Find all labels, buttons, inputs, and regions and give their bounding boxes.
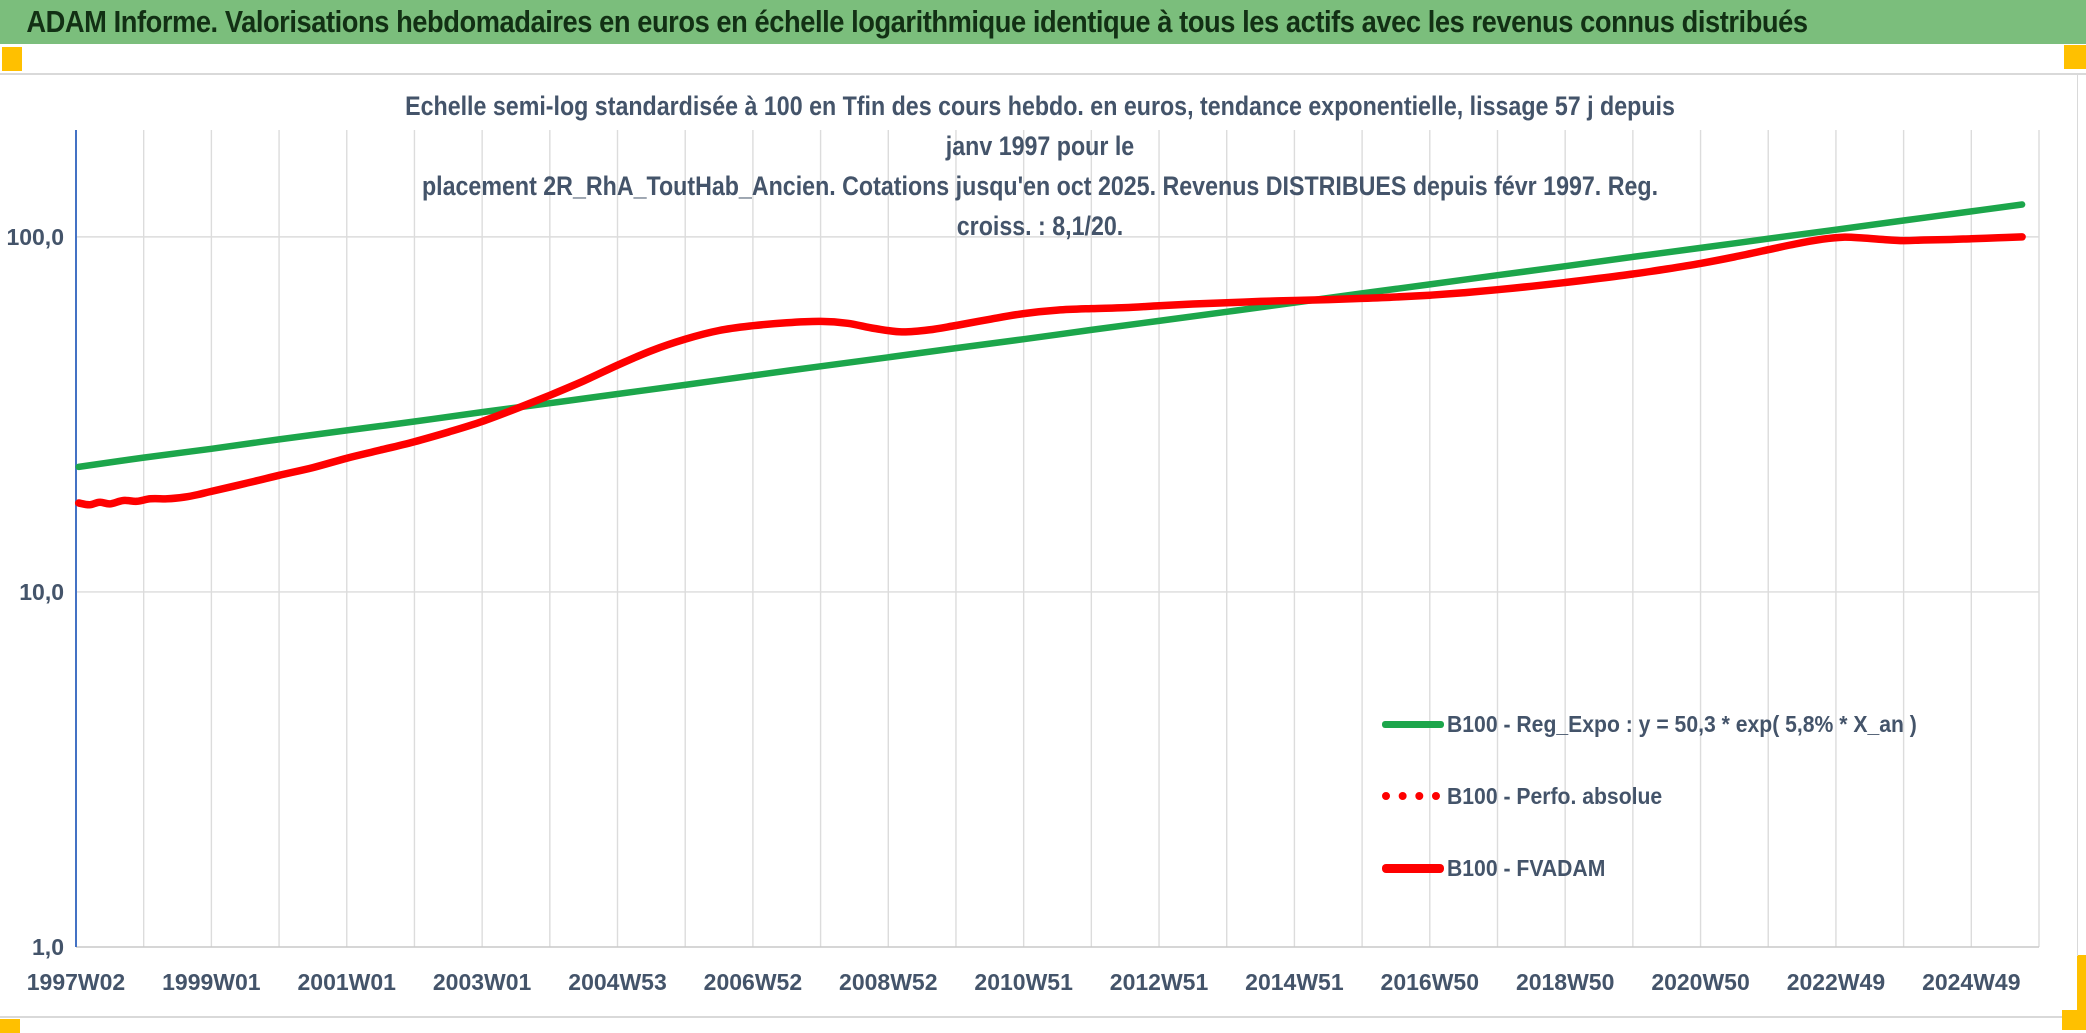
- chart-title-line1: Echelle semi-log standardisée à 100 en T…: [405, 91, 1675, 161]
- x-axis-tick-label: 2014W51: [1245, 969, 1344, 995]
- chart-title-line2: placement 2R_RhA_ToutHab_Ancien. Cotatio…: [421, 171, 1659, 241]
- x-axis-tick-label: 2020W50: [1651, 969, 1749, 995]
- right-edge-line: [2077, 74, 2078, 956]
- chart-title: Echelle semi-log standardisée à 100 en T…: [404, 86, 1677, 246]
- green-line-swatch-icon: [1382, 720, 1444, 728]
- divider-bottom: [0, 1016, 2086, 1018]
- gold-accent-top-right: [2064, 45, 2086, 69]
- y-axis-tick-label: 100,0: [6, 224, 64, 250]
- gold-accent-right-strip: [2077, 955, 2086, 1017]
- legend-label: B100 - Perfo. absolue: [1447, 782, 1663, 809]
- legend-label: B100 - Reg_Expo : y = 50,3 * exp( 5,8% *…: [1447, 710, 1917, 737]
- red-dotted-swatch-icon: [1382, 792, 1440, 800]
- x-axis-tick-label: 2006W52: [704, 969, 802, 995]
- red-line-swatch-icon: [1382, 863, 1444, 873]
- x-axis-tick-label: 2016W50: [1381, 969, 1479, 995]
- series-line-b100-perfo-absolue: [75, 233, 2026, 508]
- legend-label: B100 - FVADAM: [1447, 854, 1606, 881]
- y-axis-tick-label: 1,0: [32, 934, 64, 960]
- gold-accent-top-left: [2, 47, 22, 71]
- x-axis-tick-label: 2003W01: [433, 969, 532, 995]
- x-axis-tick-label: 2010W51: [974, 969, 1073, 995]
- gold-accent-bottom-right: [2062, 1010, 2086, 1030]
- gold-accent-bottom-left: [0, 1019, 20, 1033]
- legend-item-perfo-absolue: B100 - Perfo. absolue: [1382, 760, 1958, 832]
- series-line-b100-reg-expo: [75, 201, 2026, 471]
- legend: B100 - Reg_Expo : y = 50,3 * exp( 5,8% *…: [1382, 688, 1958, 904]
- legend-item-fvadam: B100 - FVADAM: [1382, 832, 1958, 904]
- x-axis-tick-label: 2024W49: [1922, 969, 2020, 995]
- x-axis-tick-label: 1997W02: [27, 969, 125, 995]
- banner: ADAM Informe. Valorisations hebdomadaire…: [0, 0, 2086, 44]
- x-axis-tick-label: 1999W01: [162, 969, 261, 995]
- x-axis-tick-label: 2022W49: [1787, 969, 1885, 995]
- legend-item-reg-expo: B100 - Reg_Expo : y = 50,3 * exp( 5,8% *…: [1382, 688, 1958, 760]
- divider-top: [0, 73, 2086, 75]
- x-axis-tick-label: 2008W52: [839, 969, 937, 995]
- x-axis-tick-label: 2004W53: [568, 969, 666, 995]
- x-axis-tick-label: 2001W01: [298, 969, 397, 995]
- y-axis-tick-label: 10,0: [19, 579, 64, 605]
- x-axis-tick-label: 2012W51: [1110, 969, 1209, 995]
- banner-title: ADAM Informe. Valorisations hebdomadaire…: [26, 4, 1808, 39]
- x-axis-tick-label: 2018W50: [1516, 969, 1614, 995]
- series-line-b100-fvadam: [74, 233, 2026, 509]
